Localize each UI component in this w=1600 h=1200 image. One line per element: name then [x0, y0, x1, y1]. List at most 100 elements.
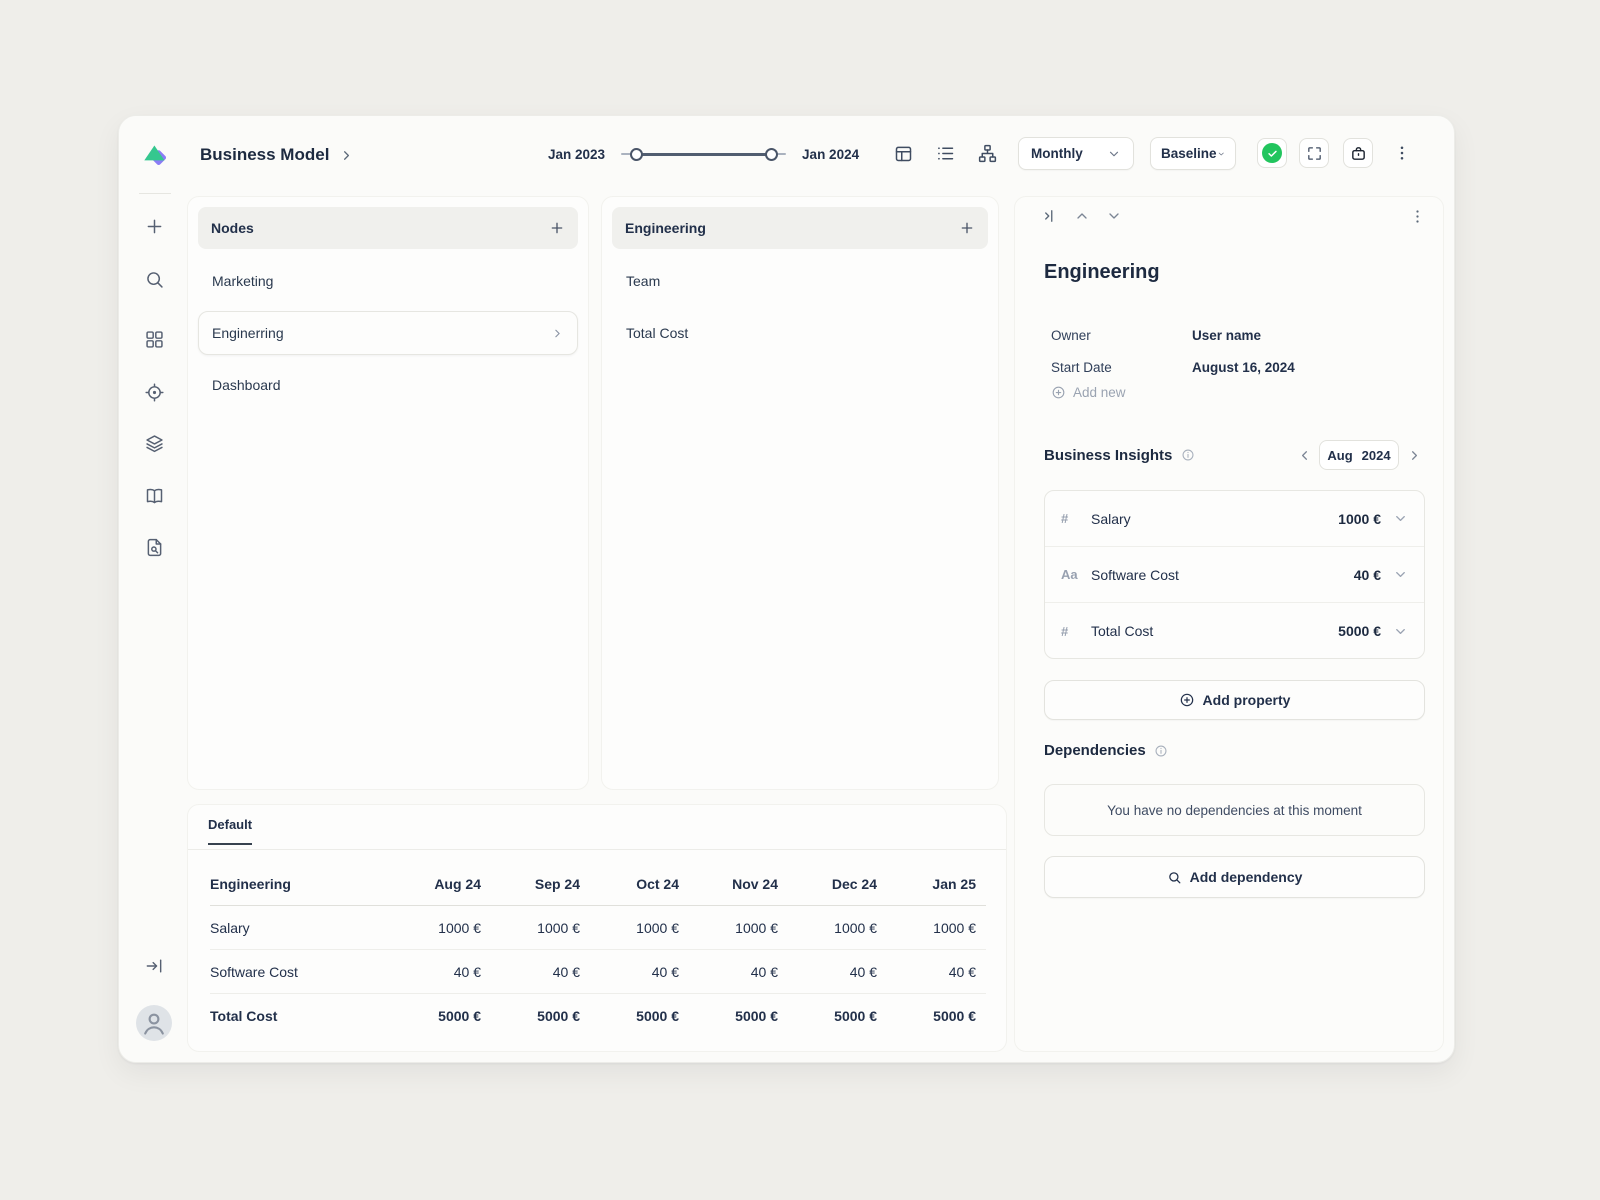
add-property-button[interactable]: Add property: [1044, 680, 1425, 720]
dependencies-header: Dependencies: [1044, 742, 1168, 759]
next-node-button[interactable]: [1103, 205, 1125, 227]
collapse-panel-button[interactable]: [1035, 203, 1061, 229]
table-cell: 1000 €: [636, 919, 679, 936]
node-item-label: Enginerring: [212, 325, 284, 341]
info-icon[interactable]: [1181, 448, 1195, 462]
flow-view-button[interactable]: [973, 139, 1001, 167]
check-circle-icon: [1262, 143, 1282, 163]
chevron-down-icon: [1109, 213, 1119, 219]
table-row-label: Total Cost: [210, 1008, 278, 1024]
chevron-down-icon[interactable]: [1393, 624, 1408, 639]
table-cell: 40 €: [651, 963, 679, 980]
subnode-item-total-cost[interactable]: Total Cost: [612, 311, 988, 355]
table-header-cell: Sep 24: [534, 875, 580, 892]
add-new-field-button[interactable]: Add new: [1051, 385, 1126, 400]
chevron-down-icon: [1218, 152, 1224, 155]
sidebar-collapse-button[interactable]: [138, 950, 170, 982]
table-header-cell: Aug 24: [434, 875, 481, 892]
owner-row: Owner User name: [1051, 319, 1411, 351]
table-row[interactable]: Software Cost 40 € 40 € 40 € 40 € 40 € 4…: [210, 950, 986, 994]
flow-view-icon: [978, 144, 996, 162]
plus-icon: [551, 222, 563, 234]
granularity-dropdown[interactable]: Monthly: [1018, 137, 1134, 170]
timeline-slider-handle-end[interactable]: [765, 147, 779, 161]
nodes-panel: Nodes Marketing Enginerring Dashboard: [187, 196, 589, 790]
period-selector[interactable]: Aug 2024: [1319, 440, 1399, 470]
status-check-button[interactable]: [1257, 138, 1287, 168]
fullscreen-button[interactable]: [1299, 138, 1329, 168]
start-date-value[interactable]: August 16, 2024: [1192, 359, 1295, 375]
table-header-cell: Jan 25: [932, 875, 976, 892]
table-row-total[interactable]: Total Cost 5000 € 5000 € 5000 € 5000 € 5…: [210, 994, 986, 1038]
add-dependency-button[interactable]: Add dependency: [1044, 856, 1425, 898]
tab-default[interactable]: Default: [208, 817, 253, 845]
subnode-item-team[interactable]: Team: [612, 259, 988, 303]
chevron-down-icon[interactable]: [1393, 511, 1408, 526]
app-logo[interactable]: [139, 138, 173, 172]
fullscreen-icon: [1307, 146, 1321, 160]
list-view-icon: [937, 146, 953, 160]
spreadsheet-card: Default Engineering Aug 24 Sep 24 Oct 24…: [187, 804, 1007, 1052]
nodes-panel-header: Nodes: [198, 207, 578, 249]
plus-circle-icon: [1052, 386, 1065, 399]
sidebar-divider: [139, 193, 171, 194]
chevron-down-icon: [1109, 151, 1119, 156]
period-month: Aug: [1327, 447, 1353, 463]
add-dependency-label: Add dependency: [1189, 869, 1303, 885]
sidebar-search-button[interactable]: [138, 263, 170, 295]
prev-node-button[interactable]: [1071, 205, 1093, 227]
table-row[interactable]: Salary 1000 € 1000 € 1000 € 1000 € 1000 …: [210, 906, 986, 950]
details-menu-button[interactable]: [1405, 204, 1429, 228]
engineering-list: Team Total Cost: [612, 259, 988, 355]
node-item-engineering[interactable]: Enginerring: [198, 311, 578, 355]
table-cell: 40 €: [750, 963, 778, 980]
add-subnode-button[interactable]: [959, 220, 975, 236]
timeline-slider-handle-start[interactable]: [630, 147, 644, 161]
spreadsheet-tabbar: Default: [188, 805, 1006, 850]
list-view-button[interactable]: [931, 139, 959, 167]
person-icon: [144, 1013, 164, 1035]
node-item-marketing[interactable]: Marketing: [198, 259, 578, 303]
node-item-label: Marketing: [212, 273, 274, 289]
sidebar-docs-button[interactable]: [138, 479, 170, 511]
timeline-slider[interactable]: [621, 140, 787, 168]
owner-value[interactable]: User name: [1192, 327, 1262, 343]
subnode-item-label: Team: [626, 273, 661, 289]
owner-label: Owner: [1051, 327, 1091, 343]
property-row-total-cost[interactable]: # Total Cost 5000 €: [1045, 603, 1424, 658]
sidebar-add-button[interactable]: [138, 210, 170, 242]
add-node-button[interactable]: [549, 220, 565, 236]
chevron-down-icon[interactable]: [1393, 567, 1408, 582]
table-cell: 1000 €: [834, 919, 877, 936]
table-cell: 1000 €: [933, 919, 976, 936]
table-view-button[interactable]: [889, 139, 917, 167]
business-insights-title: Business Insights: [1044, 446, 1173, 464]
node-item-dashboard[interactable]: Dashboard: [198, 363, 578, 407]
engineering-panel-header: Engineering: [612, 207, 988, 249]
chevron-right-icon: [1411, 450, 1417, 460]
add-new-label: Add new: [1073, 385, 1126, 400]
details-panel: Engineering Owner User name Start Date A…: [1014, 196, 1444, 1052]
scenario-dropdown[interactable]: Baseline: [1150, 137, 1236, 170]
number-type-icon: #: [1061, 623, 1069, 639]
sidebar-dashboard-button[interactable]: [138, 323, 170, 355]
property-value: 40 €: [1353, 566, 1381, 583]
breadcrumb-chevron-icon[interactable]: [339, 148, 354, 163]
sidebar-audit-button[interactable]: [138, 531, 170, 563]
sidebar-target-button[interactable]: [138, 376, 170, 408]
book-icon: [146, 488, 162, 503]
nodes-list: Marketing Enginerring Dashboard: [198, 259, 578, 407]
table-cell: 40 €: [849, 963, 877, 980]
property-name: Salary: [1091, 510, 1131, 527]
period-prev-button[interactable]: [1293, 444, 1315, 466]
page-title: Business Model: [200, 145, 330, 164]
info-icon[interactable]: [1154, 744, 1168, 758]
user-avatar[interactable]: [136, 1005, 172, 1041]
property-row-software-cost[interactable]: Aa Software Cost 40 €: [1045, 547, 1424, 603]
sidebar-layers-button[interactable]: [138, 427, 170, 459]
property-row-salary[interactable]: # Salary 1000 €: [1045, 491, 1424, 547]
archive-button[interactable]: [1343, 138, 1373, 168]
period-next-button[interactable]: [1403, 444, 1425, 466]
granularity-dropdown-label: Monthly: [1031, 146, 1083, 161]
topbar-menu-button[interactable]: [1389, 140, 1415, 166]
